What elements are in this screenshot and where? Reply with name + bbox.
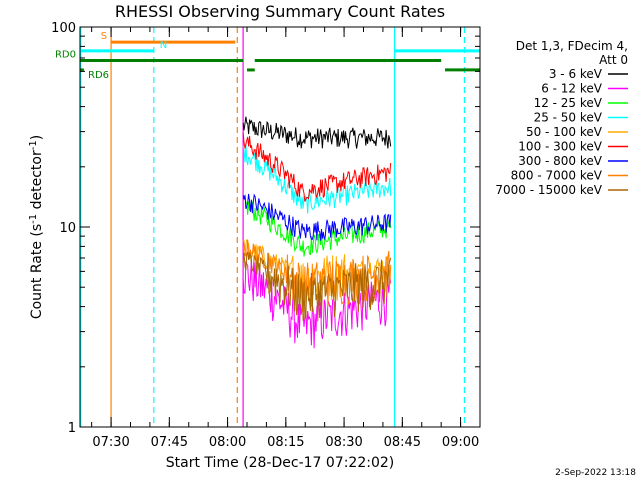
- legend-entry-label: 50 - 100 keV: [526, 125, 603, 139]
- y-tick-label: 10: [59, 221, 76, 236]
- x-tick-label: 08:45: [384, 435, 421, 450]
- series-lines: [242, 116, 392, 349]
- x-tick-label: 07:30: [92, 435, 129, 450]
- series-line: [242, 193, 392, 241]
- y-label-sup-1: -1: [28, 214, 39, 224]
- y-label-end: ): [29, 135, 45, 140]
- y-tick-label: 100: [51, 21, 76, 36]
- flag-label: RD6: [88, 70, 109, 81]
- y-label-main: Count Rate (s: [29, 224, 45, 319]
- series-line: [242, 132, 392, 202]
- legend-entry-label: 100 - 300 keV: [518, 140, 602, 154]
- x-tick-label: 08:15: [267, 435, 304, 450]
- flag-label: N: [160, 40, 167, 51]
- y-label-mid: detector: [29, 150, 45, 214]
- legend-entry-label: 3 - 6 keV: [549, 67, 603, 81]
- legend-entry-label: 12 - 25 keV: [534, 96, 603, 110]
- legend-entry-label: 7000 - 15000 keV: [495, 183, 602, 197]
- legend-entry-label: 6 - 12 keV: [541, 82, 603, 96]
- series-line: [242, 116, 392, 149]
- vertical-markers: [80, 27, 466, 427]
- y-axis-label: Count Rate (s-1 detector-1): [28, 135, 45, 319]
- series-line: [242, 251, 392, 322]
- legend-entry-label: 800 - 7000 keV: [511, 169, 603, 183]
- legend-header-line-2: Att 0: [599, 53, 628, 67]
- flag-bars: S N RD0 RD6: [55, 31, 480, 81]
- y-label-sup-2: -1: [28, 140, 39, 150]
- flag-label: S: [101, 31, 107, 42]
- x-axis-ticks: 07:30 07:45 08:00 08:15 08:30 08:45 09:00: [91, 27, 479, 450]
- footer-date: 2-Sep-2022 13:18: [555, 468, 636, 478]
- legend-entry-label: 25 - 50 keV: [534, 111, 603, 125]
- x-axis-label: Start Time (28-Dec-17 07:22:02): [166, 455, 394, 471]
- series-line: [242, 193, 392, 257]
- y-axis-ticks: 1 10 100: [51, 21, 480, 436]
- flag-label: RD0: [55, 49, 76, 60]
- x-tick-label: 07:45: [151, 435, 188, 450]
- x-tick-label: 08:00: [209, 435, 246, 450]
- y-tick-label: 1: [68, 421, 76, 436]
- x-tick-label: 08:30: [325, 435, 362, 450]
- legend-entry-label: 300 - 800 keV: [518, 154, 602, 168]
- legend-header-line-1: Det 1,3, FDecim 4,: [516, 39, 628, 53]
- chart-title: RHESSI Observing Summary Count Rates: [115, 2, 445, 21]
- x-tick-label: 09:00: [442, 435, 479, 450]
